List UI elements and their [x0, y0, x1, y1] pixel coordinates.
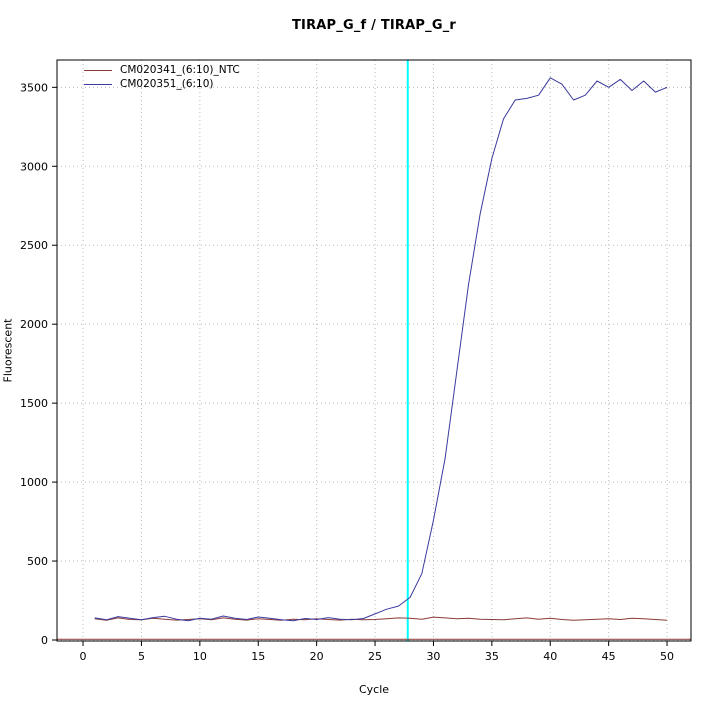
y-tick-label: 3500	[20, 81, 48, 94]
legend-line-swatch-ntc	[84, 69, 112, 71]
y-tick-label: 3000	[20, 160, 48, 173]
legend-label-sample: CM020351_(6:10)	[120, 78, 214, 90]
x-tick-label: 45	[602, 650, 616, 663]
legend-label-ntc: CM020341_(6:10)_NTC	[120, 64, 240, 76]
y-tick-label: 1000	[20, 476, 48, 489]
y-tick-label: 2000	[20, 318, 48, 331]
chart-title: TIRAP_G_f / TIRAP_G_r	[291, 18, 456, 33]
x-tick-label: 5	[138, 650, 145, 663]
x-tick-label: 40	[543, 650, 557, 663]
plot-box	[56, 59, 692, 642]
series-line-1	[94, 77, 668, 622]
y-tick-label: 0	[41, 634, 48, 647]
y-tick-label: 2500	[20, 239, 48, 252]
y-tick-label: 1500	[20, 397, 48, 410]
x-tick-label: 10	[193, 650, 207, 663]
y-tick-label: 500	[27, 555, 48, 568]
x-tick-label: 15	[251, 650, 265, 663]
x-tick-label: 25	[368, 650, 382, 663]
legend-item-ntc: CM020341_(6:10)_NTC	[84, 63, 240, 77]
x-tick-label: 35	[485, 650, 499, 663]
legend-line-swatch-sample	[84, 83, 112, 85]
x-tick-label: 0	[80, 650, 87, 663]
x-tick-label: 30	[426, 650, 440, 663]
x-tick-label: 50	[660, 650, 674, 663]
x-tick-label: 20	[310, 650, 324, 663]
x-axis-label: Cycle	[358, 683, 390, 696]
legend-item-sample: CM020351_(6:10)	[84, 77, 240, 91]
legend: CM020341_(6:10)_NTC CM020351_(6:10)	[84, 63, 240, 91]
series-line-0	[94, 616, 668, 621]
